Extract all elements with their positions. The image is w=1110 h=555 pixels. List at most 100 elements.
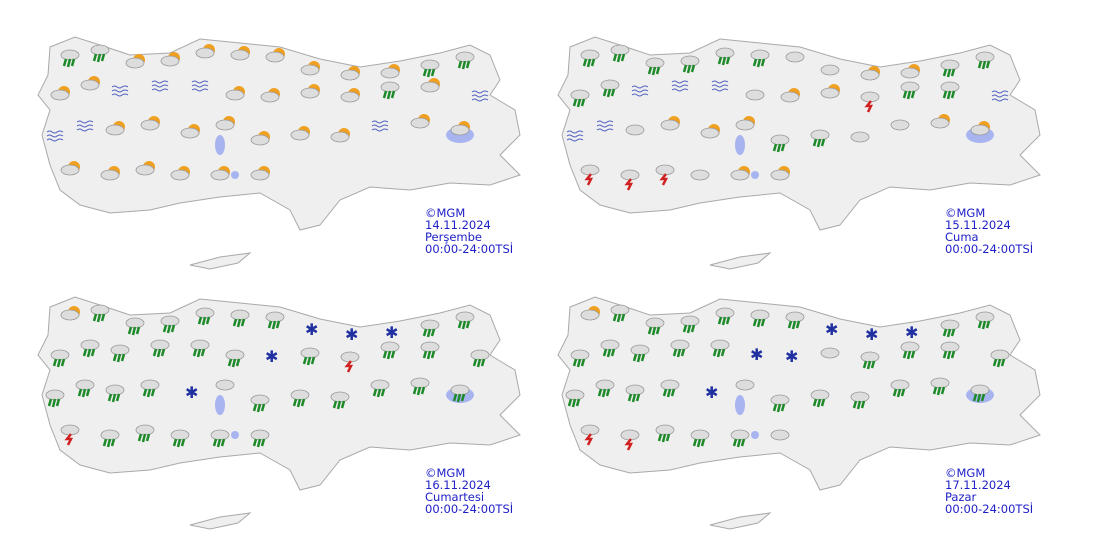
sun-cloud-icon xyxy=(180,124,200,139)
rain-icon xyxy=(140,379,160,398)
sun-cloud-icon xyxy=(970,121,990,136)
snow-icon: ✱ xyxy=(705,383,718,402)
thunder-icon xyxy=(860,91,880,113)
rain-icon xyxy=(990,349,1010,368)
sun-cloud-icon xyxy=(860,66,880,81)
date: 15.11.2024 xyxy=(945,218,1011,232)
thunder-icon xyxy=(340,351,360,373)
rain-icon xyxy=(680,315,700,334)
sun-cloud-icon xyxy=(300,61,320,76)
rain-icon xyxy=(105,384,125,403)
period: 00:00-24:00TSİ xyxy=(945,242,1034,256)
sun-cloud-icon xyxy=(215,116,235,131)
rain-icon xyxy=(450,384,470,403)
rain-icon xyxy=(810,389,830,408)
cloud-icon xyxy=(820,64,840,76)
cloud-icon xyxy=(625,124,645,136)
sun-cloud-icon xyxy=(930,114,950,129)
sun-cloud-icon xyxy=(330,128,350,143)
forecast-map-4: ✱ ✱ ✱ ✱ ✱ ✱ ©MGM 17.11.2024 Pazar 00:00-24:00… xyxy=(540,285,1060,543)
rain-icon xyxy=(380,81,400,100)
fog-icon xyxy=(566,130,584,142)
svg-text:✱: ✱ xyxy=(905,323,918,342)
sun-cloud-icon xyxy=(900,64,920,79)
sun-cloud-icon xyxy=(730,166,750,181)
cloud-icon xyxy=(850,131,870,143)
sun-cloud-icon xyxy=(210,166,230,181)
rain-icon xyxy=(50,349,70,368)
rain-icon xyxy=(600,339,620,358)
sun-cloud-icon xyxy=(735,116,755,131)
land-area xyxy=(557,36,1041,231)
fog-icon xyxy=(76,120,94,132)
sun-cloud-icon xyxy=(300,84,320,99)
sun-cloud-icon xyxy=(410,114,430,129)
rain-icon xyxy=(190,339,210,358)
map-caption: ©MGM 17.11.2024 Pazar 00:00-24:00TSİ xyxy=(945,467,1033,515)
sun-cloud-icon xyxy=(160,52,180,67)
rain-icon xyxy=(580,49,600,68)
turkey-map xyxy=(37,36,521,270)
rain-icon xyxy=(455,51,475,70)
rain-icon xyxy=(610,44,630,63)
rain-icon xyxy=(645,317,665,336)
rain-icon xyxy=(300,347,320,366)
fog-icon xyxy=(46,130,64,142)
cloud-icon xyxy=(735,379,755,391)
rain-icon xyxy=(90,44,110,63)
sun-cloud-icon xyxy=(80,76,100,91)
snow-icon: ✱ xyxy=(905,323,918,342)
rain-icon xyxy=(110,344,130,363)
lake xyxy=(231,431,239,439)
lake xyxy=(735,395,745,415)
rain-icon xyxy=(595,379,615,398)
sun-cloud-icon xyxy=(450,121,470,136)
rain-icon xyxy=(420,319,440,338)
lake xyxy=(231,171,239,179)
rain-icon xyxy=(940,341,960,360)
fog-icon xyxy=(111,85,129,97)
sun-cloud-icon xyxy=(195,44,215,59)
fog-icon xyxy=(991,90,1009,102)
cyprus xyxy=(189,252,252,270)
svg-text:✱: ✱ xyxy=(345,325,358,344)
rain-icon xyxy=(860,351,880,370)
land-area xyxy=(37,36,521,231)
thunder-icon xyxy=(60,424,80,446)
lake xyxy=(215,135,225,155)
fog-icon xyxy=(671,80,689,92)
rain-icon xyxy=(970,384,990,403)
rain-icon xyxy=(770,394,790,413)
rain-icon xyxy=(195,307,215,326)
rain-icon xyxy=(60,49,80,68)
sun-cloud-icon xyxy=(105,121,125,136)
svg-text:✱: ✱ xyxy=(825,320,838,339)
rain-icon xyxy=(715,47,735,66)
rain-icon xyxy=(570,89,590,108)
sun-cloud-icon xyxy=(140,116,160,131)
forecast-map-3: ✱ ✱ ✱ ✱ ✱ ©MGM 16.11.2024 Cumartesi 00:00-24… xyxy=(20,285,540,543)
rain-icon xyxy=(890,379,910,398)
snow-icon: ✱ xyxy=(185,383,198,402)
sun-cloud-icon xyxy=(265,48,285,63)
cloud-icon xyxy=(785,51,805,63)
rain-icon xyxy=(680,55,700,74)
rain-icon xyxy=(900,81,920,100)
svg-text:✱: ✱ xyxy=(385,323,398,342)
thunder-icon xyxy=(580,424,600,446)
sun-cloud-icon xyxy=(660,116,680,131)
svg-text:✱: ✱ xyxy=(185,383,198,402)
rain-icon xyxy=(150,339,170,358)
rain-icon xyxy=(570,349,590,368)
rain-icon xyxy=(370,379,390,398)
sun-cloud-icon xyxy=(780,88,800,103)
forecast-map-2: ©MGM 15.11.2024 Cuma 00:00-24:00TSİ xyxy=(540,25,1060,283)
sun-cloud-icon xyxy=(60,161,80,176)
rain-icon xyxy=(660,379,680,398)
fog-icon xyxy=(711,80,729,92)
rain-icon xyxy=(250,394,270,413)
svg-text:✱: ✱ xyxy=(750,345,763,364)
rain-icon xyxy=(420,341,440,360)
period: 00:00-24:00TSİ xyxy=(945,502,1034,516)
rain-icon xyxy=(610,304,630,323)
